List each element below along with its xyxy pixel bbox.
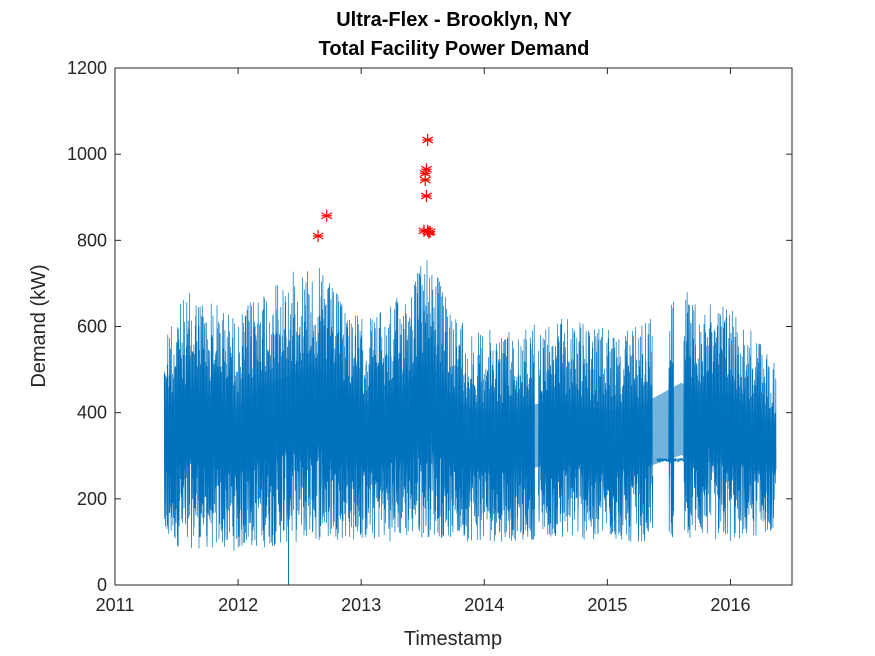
x-tick-label: 2012 [218,595,258,615]
outlier-point [321,209,333,222]
x-tick-label: 2015 [587,595,627,615]
y-axis-label: Demand (kW) [28,264,50,387]
outlier-markers [312,133,436,243]
y-axis: 0 200 400 600 800 1000 1200 [67,58,792,595]
x-tick-label: 2014 [464,595,504,615]
x-tick-label: 2013 [341,595,381,615]
x-tick-label: 2011 [96,595,135,615]
y-tick-label: 1000 [67,144,107,164]
y-tick-label: 200 [77,489,107,509]
chart-title-line-2: Total Facility Power Demand [319,38,590,60]
y-tick-label: 400 [77,403,107,423]
plot-area: 2011 2012 2013 2014 2015 2016 0 200 400 600 800 10… [67,58,793,615]
outlier-point [424,225,436,238]
y-tick-label: 0 [97,575,107,595]
outlier-point [420,163,432,176]
y-tick-label: 800 [77,230,107,250]
outlier-point [420,189,432,202]
outlier-point [419,174,431,187]
demand-density-band [164,358,776,475]
chart-title-line-1: Ultra-Flex - Brooklyn, NY [336,9,572,31]
x-axis: 2011 2012 2013 2014 2015 2016 [96,68,750,615]
x-tick-label: 2016 [710,595,750,615]
x-axis-label: Timestamp [404,628,502,650]
y-tick-label: 600 [77,317,107,337]
outlier-point [312,230,324,243]
y-tick-label: 1200 [67,58,107,78]
outlier-point [422,133,434,146]
series-layer [163,260,777,585]
